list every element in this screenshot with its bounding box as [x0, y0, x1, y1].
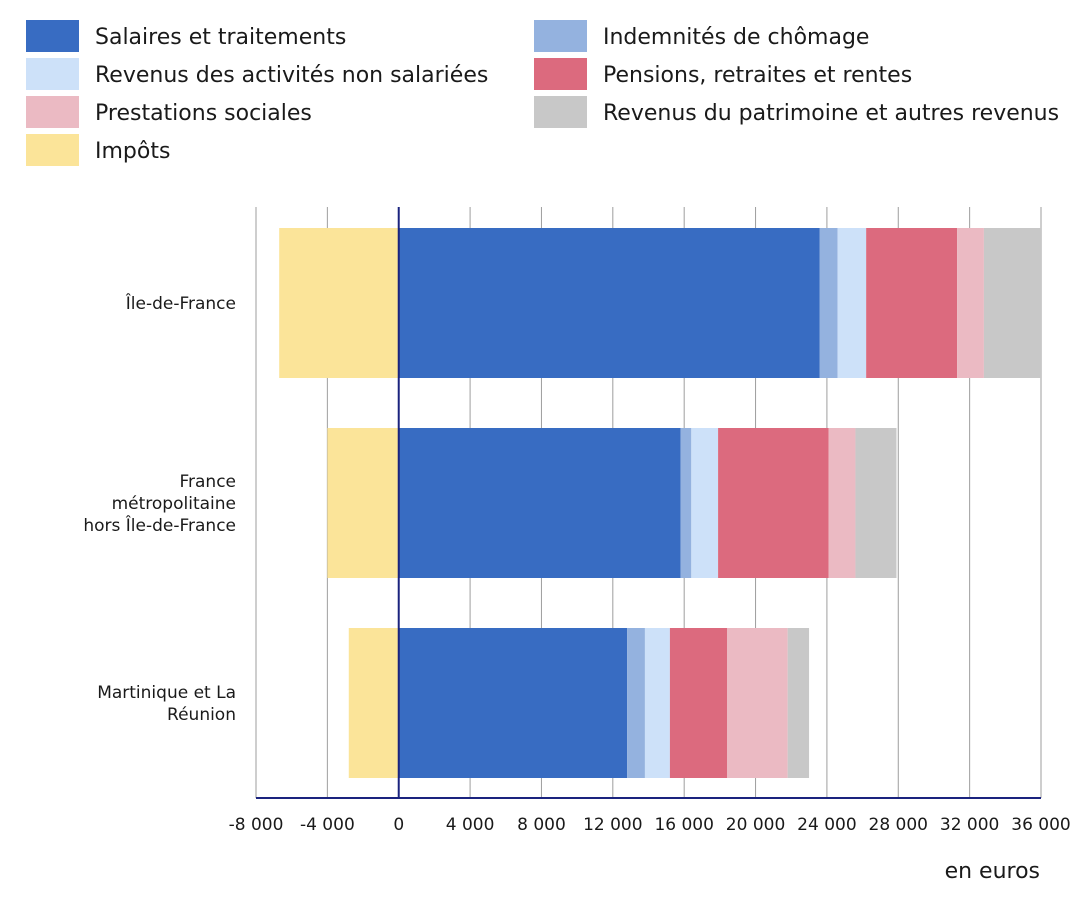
bar-segment	[855, 428, 897, 578]
bar-segment	[727, 628, 788, 778]
x-tick-label: 32 000	[940, 815, 999, 835]
x-tick-label: 28 000	[869, 815, 928, 835]
bar-segment	[327, 428, 399, 578]
legend-label: Impôts	[95, 139, 170, 164]
legend-label: Salaires et traitements	[95, 25, 346, 50]
bar-segment	[983, 228, 1041, 378]
legend-swatch	[26, 20, 79, 52]
bar-segment	[398, 428, 681, 578]
bar-segment	[398, 628, 628, 778]
bar-segment	[398, 228, 820, 378]
legend-swatch	[534, 96, 587, 128]
legend-swatch	[534, 58, 587, 90]
legend-swatch	[26, 134, 79, 166]
bar-segment	[837, 228, 867, 378]
category-label: France	[179, 472, 236, 492]
x-tick-label: 36 000	[1011, 815, 1070, 835]
legend-label: Pensions, retraites et rentes	[603, 63, 912, 88]
bars	[279, 228, 1041, 778]
x-tick-label: 4 000	[446, 815, 495, 835]
legend-label: Revenus des activités non salariées	[95, 63, 488, 88]
bar-segment	[866, 228, 958, 378]
bar-segment	[279, 228, 399, 378]
bar-segment	[718, 428, 829, 578]
legend-swatch	[26, 58, 79, 90]
bar-segment	[691, 428, 719, 578]
bar-segment	[627, 628, 645, 778]
category-label: métropolitaine	[112, 494, 236, 514]
bar-segment	[828, 428, 856, 578]
category-label: hors Île-de-France	[83, 514, 236, 536]
legend-swatch	[26, 96, 79, 128]
bar-segment	[787, 628, 810, 778]
legend-label: Revenus du patrimoine et autres revenus	[603, 101, 1059, 126]
x-tick-label: -4 000	[300, 815, 355, 835]
x-tick-label: 16 000	[654, 815, 713, 835]
legend-swatch	[534, 20, 587, 52]
x-tick-label: 0	[393, 815, 404, 835]
category-label: Île-de-France	[125, 292, 236, 314]
category-label: Réunion	[167, 705, 236, 725]
x-tick-label: -8 000	[229, 815, 284, 835]
bar-segment	[957, 228, 984, 378]
category-label: Martinique et La	[97, 683, 236, 703]
x-tick-label: 8 000	[517, 815, 566, 835]
tick-labels: -8 000 -4 000 0 4 000 8 000 12 000 16 000 20 00…	[229, 815, 1071, 835]
bar-segment	[680, 428, 692, 578]
bar-segment	[348, 628, 399, 778]
x-tick-label: 20 000	[726, 815, 785, 835]
bar-segment	[819, 228, 838, 378]
axes	[256, 207, 1041, 799]
x-tick-label: 12 000	[583, 815, 642, 835]
bar-segment	[644, 628, 670, 778]
legend: Salaires et traitements Revenus des activ…	[26, 20, 1059, 166]
bar-segment	[669, 628, 727, 778]
x-axis-unit-label: en euros	[945, 859, 1040, 884]
legend-label: Indemnités de chômage	[603, 25, 869, 50]
x-tick-label: 24 000	[797, 815, 856, 835]
legend-label: Prestations sociales	[95, 101, 312, 126]
